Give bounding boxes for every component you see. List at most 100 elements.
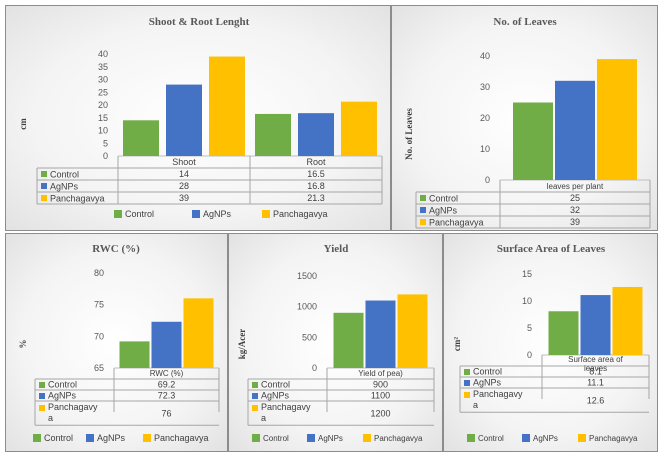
y-tick-label: 80: [94, 268, 104, 278]
table-legend-key: [464, 392, 470, 398]
table-cell: 16.8: [307, 181, 325, 191]
legend-key-control: [467, 434, 475, 442]
bar-agnps: [151, 321, 182, 368]
y-tick-label: 10: [98, 126, 108, 136]
chart-rwc: RWC (%)% 65 70 75 80 RWC (%) Control 69.2 AgNPs 7…: [18, 243, 220, 443]
table-legend-key: [39, 393, 45, 399]
chart-title: No. of Leaves: [493, 16, 557, 28]
legend-label: AgNPs: [203, 209, 232, 219]
bar-control: [119, 341, 150, 368]
bar-agnps: [580, 295, 611, 355]
y-tick-label: 0: [485, 175, 490, 185]
y-tick-label: 70: [94, 331, 104, 341]
y-tick-label: 35: [98, 62, 108, 72]
y-axis-label: cm²: [452, 337, 462, 351]
legend-label: Panchagavya: [273, 209, 328, 219]
y-tick-label: 20: [98, 100, 108, 110]
y-tick-label: 1000: [297, 302, 317, 312]
bar-control: [513, 102, 553, 180]
table-cell: 8.1: [589, 367, 602, 377]
series-name: AgNPs: [50, 182, 79, 192]
series-name: AgNPs: [473, 378, 502, 388]
y-tick-label: 20: [480, 113, 490, 123]
chart-shoot-root: Shoot & Root Lenght cm 0 5 10 15 20 25 30 35 40 Sho…: [18, 16, 383, 219]
category-label: leaves per plant: [547, 182, 604, 191]
series-name: Control: [429, 194, 458, 204]
y-tick-label: 75: [94, 300, 104, 310]
chart-panel-shoot-root: Shoot & Root Lenght cm 0 5 10 15 20 25 30 35 40 Sho…: [5, 5, 391, 231]
table-legend-key: [420, 219, 426, 225]
bar-control: [255, 113, 291, 156]
table-cell: 900: [373, 380, 388, 390]
legend-label: AgNPs: [318, 434, 343, 443]
series-name: Panchagavya: [50, 194, 105, 204]
chart-surface-area: Surface Area of Leaves cm² 0 5 10 15 Surface a…: [452, 243, 650, 443]
bar-control: [548, 311, 579, 355]
legend-key-agnps: [307, 434, 315, 442]
bar-panchagavya: [209, 56, 245, 156]
category-label: RWC (%): [150, 369, 184, 378]
table-legend-key: [39, 405, 45, 411]
legend-key-agnps: [522, 434, 530, 442]
legend-key-panchagavya: [143, 434, 151, 442]
y-tick-label: 10: [480, 144, 490, 154]
category-label: Surface area of leaves: [568, 355, 623, 373]
y-tick-label: 30: [98, 75, 108, 85]
table-cell: 16.5: [307, 169, 325, 179]
legend-label: Control: [44, 433, 73, 443]
table-cell: 12.6: [587, 395, 605, 405]
table-cell: 28: [179, 181, 189, 191]
series-name: Control: [473, 367, 502, 377]
bar-agnps: [365, 300, 396, 368]
series-name: Panchagavya: [429, 218, 484, 228]
bar-control: [123, 120, 159, 156]
category-label: Root: [306, 157, 326, 167]
table-cell: 14: [179, 169, 189, 179]
y-tick-label: 10: [522, 296, 532, 306]
table-legend-key: [420, 195, 426, 201]
table-legend-key: [252, 382, 258, 388]
legend-key-control: [114, 210, 122, 218]
y-tick-label: 0: [312, 363, 317, 373]
legend-key-panchagavya: [578, 434, 586, 442]
table-cell: 25: [570, 193, 580, 203]
table-legend-key: [41, 195, 47, 201]
table-legend-key: [464, 369, 470, 375]
bar-panchagavya: [597, 59, 637, 180]
legend-label: Panchagavya: [374, 434, 423, 443]
y-tick-label: 40: [480, 51, 490, 61]
table-cell: 39: [179, 193, 189, 203]
chart-panel-leaves: No. of Leaves No. of Leaves 0 10 20 30 40 leave…: [391, 5, 658, 231]
table-cell: 1200: [370, 408, 390, 418]
table-cell: 72.3: [158, 391, 176, 401]
chart-panel-surface-area: Surface Area of Leaves cm² 0 5 10 15 Surface a…: [443, 233, 658, 452]
bar-agnps: [166, 84, 202, 156]
legend-label: Panchagavya: [589, 434, 638, 443]
bar-agnps: [555, 80, 595, 180]
chart-title: RWC (%): [92, 243, 140, 255]
bar-control: [333, 312, 364, 368]
table-cell: 69.2: [158, 380, 176, 390]
bar-panchagavya: [341, 101, 377, 156]
y-tick-label: 500: [302, 332, 317, 342]
y-tick-label: 25: [98, 87, 108, 97]
bar-agnps: [298, 113, 334, 156]
y-tick-label: 0: [527, 350, 532, 360]
table-cell: 21.3: [307, 193, 325, 203]
table-legend-key: [464, 380, 470, 386]
legend-key-panchagavya: [363, 434, 371, 442]
series-name: AgNPs: [48, 391, 77, 401]
series-name: Control: [261, 380, 290, 390]
table-cell: 32: [570, 205, 580, 215]
table-cell: 39: [570, 217, 580, 227]
chart-title: Yield: [324, 243, 349, 255]
legend-key-panchagavya: [262, 210, 270, 218]
chart-panel-yield: Yield kg/Acer 0 500 1000 1500 Yield of pea) Con…: [228, 233, 443, 452]
series-name: AgNPs: [429, 206, 458, 216]
legend-label: Panchagavya: [154, 433, 209, 443]
y-tick-label: 5: [103, 138, 108, 148]
legend-label: Control: [478, 434, 504, 443]
table-legend-key: [41, 171, 47, 177]
